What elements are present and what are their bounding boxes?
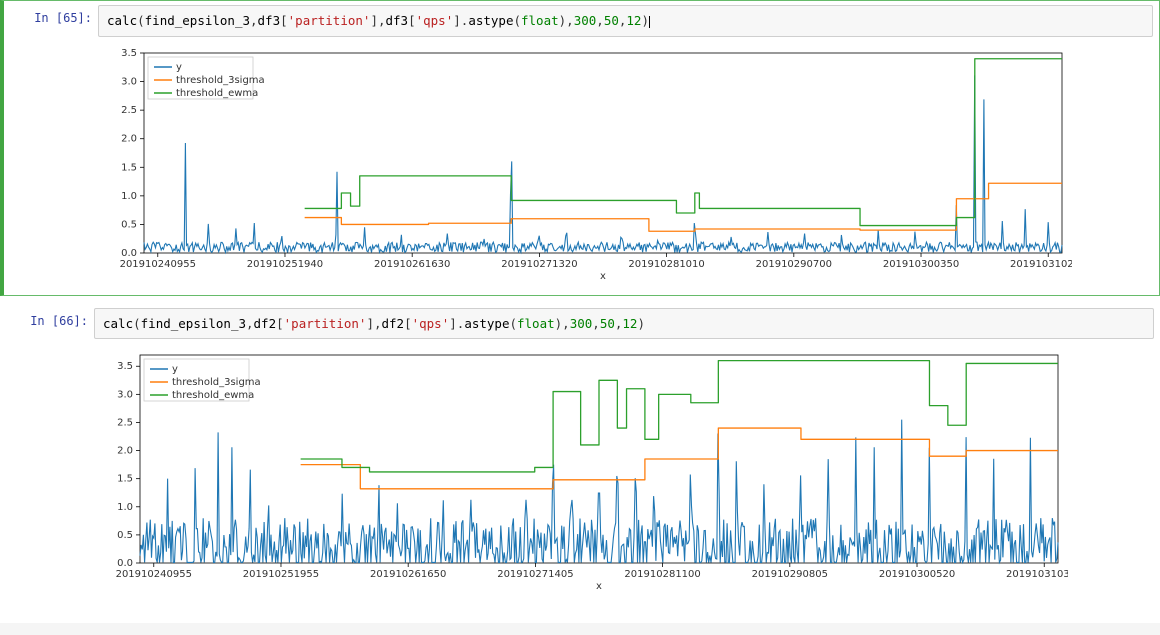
svg-text:201910261650: 201910261650 [370,569,446,580]
svg-text:y: y [172,364,178,375]
input-prompt: In [65]: [14,5,98,25]
notebook: In [65]: calc(find_epsilon_3,df3['partit… [0,0,1160,623]
svg-text:3.0: 3.0 [117,389,133,400]
svg-text:201910300350: 201910300350 [883,259,959,270]
cell-output: 0.0 0.5 1.0 1.5 2.0 2.5 3.0 3.5 201910240955 2019… [102,41,1153,291]
svg-text:threshold_ewma: threshold_ewma [172,390,254,401]
svg-text:201910271405: 201910271405 [497,569,573,580]
svg-text:201910251955: 201910251955 [243,569,319,580]
chart: 0.0 0.5 1.0 1.5 2.0 2.5 3.0 3.5 201910240955 2019… [102,41,1072,291]
svg-text:201910251940: 201910251940 [247,259,323,270]
svg-text:2.5: 2.5 [117,417,133,428]
svg-text:201910310200: 201910310200 [1010,259,1072,270]
svg-text:0.0: 0.0 [121,248,137,259]
code-cell[interactable]: In [66]: calc(find_epsilon_3,df2['partit… [0,304,1160,606]
svg-text:3.0: 3.0 [121,76,137,87]
svg-text:2.5: 2.5 [121,105,137,116]
svg-text:201910281010: 201910281010 [628,259,704,270]
svg-text:201910290700: 201910290700 [756,259,832,270]
svg-text:0.5: 0.5 [117,530,133,541]
text-cursor [649,16,650,29]
svg-text:y: y [176,62,182,73]
svg-text:3.5: 3.5 [121,48,137,59]
svg-text:201910261630: 201910261630 [374,259,450,270]
svg-text:201910310315: 201910310315 [1006,569,1068,580]
svg-text:1.0: 1.0 [121,190,137,201]
svg-text:0.5: 0.5 [121,219,137,230]
svg-text:1.5: 1.5 [117,474,133,485]
svg-text:201910240955: 201910240955 [116,569,192,580]
svg-text:x: x [596,581,602,592]
svg-text:1.0: 1.0 [117,502,133,513]
code-input[interactable]: calc(find_epsilon_3,df3['partition'],df3… [98,5,1153,37]
code-input[interactable]: calc(find_epsilon_3,df2['partition'],df2… [94,308,1154,340]
svg-text:threshold_3sigma: threshold_3sigma [176,75,265,86]
svg-text:3.5: 3.5 [117,361,133,372]
svg-text:201910281100: 201910281100 [624,569,700,580]
svg-text:201910240955: 201910240955 [120,259,196,270]
svg-text:2.0: 2.0 [121,133,137,144]
svg-text:0.0: 0.0 [117,558,133,569]
svg-text:201910290805: 201910290805 [752,569,828,580]
svg-text:threshold_3sigma: threshold_3sigma [172,377,261,388]
svg-text:2.0: 2.0 [117,446,133,457]
svg-text:threshold_ewma: threshold_ewma [176,88,258,99]
code-cell[interactable]: In [65]: calc(find_epsilon_3,df3['partit… [0,0,1160,296]
input-prompt: In [66]: [10,308,94,328]
chart: 0.0 0.5 1.0 1.5 2.0 2.5 3.0 3.5 201910240955 2019… [98,343,1068,601]
svg-text:x: x [600,271,606,282]
cell-output: 0.0 0.5 1.0 1.5 2.0 2.5 3.0 3.5 201910240955 2019… [98,343,1154,601]
svg-text:201910300520: 201910300520 [879,569,955,580]
svg-text:1.5: 1.5 [121,162,137,173]
svg-text:201910271320: 201910271320 [501,259,577,270]
